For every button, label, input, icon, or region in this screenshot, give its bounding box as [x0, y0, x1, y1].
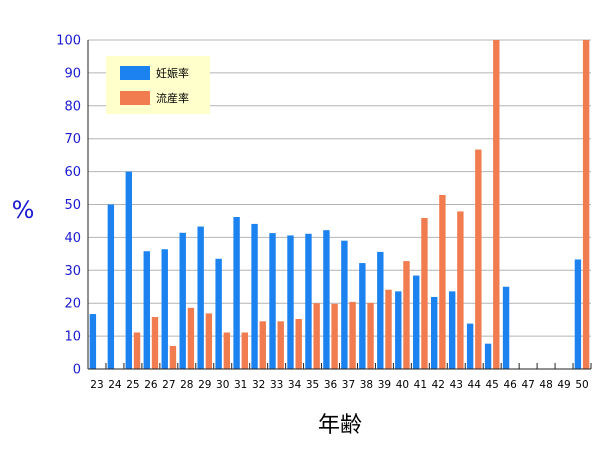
bar-miscarriage-rate-30 — [223, 332, 231, 369]
bar-pregnancy-rate-25 — [125, 171, 133, 369]
bar-miscarriage-rate-26 — [151, 317, 159, 369]
x-tick-label: 29 — [198, 379, 211, 391]
y-tick-labels: 0 10 20 30 40 50 60 70 80 90 100 — [56, 34, 81, 378]
x-tick-label: 26 — [144, 379, 158, 391]
x-tick-label: 40 — [396, 379, 409, 391]
y-tick-label: 100 — [56, 34, 81, 49]
x-tick-label: 35 — [306, 379, 319, 391]
y-tick-label: 90 — [64, 66, 81, 81]
bars — [89, 40, 590, 369]
x-tick-label: 28 — [180, 379, 193, 391]
bar-pregnancy-rate-39 — [377, 251, 384, 369]
bar-pregnancy-rate-42 — [431, 296, 438, 369]
y-tick-label: 0 — [73, 363, 81, 378]
x-tick-label: 41 — [414, 379, 427, 391]
x-tick-label: 33 — [270, 379, 283, 391]
bar-pregnancy-rate-35 — [305, 233, 312, 369]
x-tick-label: 48 — [539, 379, 552, 391]
legend-label-pregnancy-rate: 妊娠率 — [156, 66, 189, 80]
x-tick-label: 49 — [557, 379, 570, 391]
x-tick-label: 30 — [216, 379, 229, 391]
bar-miscarriage-rate-50 — [582, 40, 590, 369]
y-tick-label: 80 — [64, 99, 81, 114]
x-tick-label: 46 — [503, 379, 517, 391]
y-tick-label: 60 — [64, 165, 81, 180]
legend-swatch-pregnancy-rate — [120, 66, 150, 80]
bar-pregnancy-rate-23 — [89, 314, 97, 369]
bar-pregnancy-rate-31 — [233, 217, 240, 369]
bar-miscarriage-rate-36 — [331, 303, 338, 369]
bar-pregnancy-rate-45 — [484, 343, 492, 369]
axes — [87, 40, 592, 370]
bar-pregnancy-rate-28 — [179, 232, 186, 369]
legend-box — [106, 56, 210, 114]
legend-swatch-miscarriage-rate — [120, 91, 150, 105]
y-tick-label: 50 — [64, 198, 81, 213]
y-tick-label: 20 — [64, 297, 81, 312]
bar-miscarriage-rate-34 — [295, 318, 302, 369]
bar-pregnancy-rate-24 — [107, 204, 115, 369]
y-tick-label: 70 — [64, 132, 81, 147]
x-tick-label: 44 — [468, 379, 482, 391]
x-tick-label: 39 — [378, 379, 391, 391]
bar-pregnancy-rate-37 — [341, 240, 348, 369]
bar-pregnancy-rate-30 — [215, 258, 222, 369]
bar-miscarriage-rate-32 — [259, 321, 266, 369]
x-tick-label: 47 — [521, 379, 534, 391]
x-tick-label: 23 — [90, 379, 103, 391]
x-tick-label: 32 — [252, 379, 265, 391]
bar-pregnancy-rate-50 — [574, 259, 582, 369]
bar-miscarriage-rate-43 — [457, 211, 464, 369]
bar-pregnancy-rate-44 — [466, 323, 474, 369]
x-tick-label: 38 — [360, 379, 373, 391]
bar-miscarriage-rate-39 — [385, 289, 392, 369]
x-tick-label: 37 — [342, 379, 355, 391]
y-tick-label: 30 — [64, 264, 81, 279]
bar-pregnancy-rate-34 — [287, 235, 294, 369]
legend: 妊娠率 流産率 — [106, 56, 210, 114]
bar-pregnancy-rate-33 — [269, 233, 276, 369]
x-tick-label: 31 — [234, 379, 247, 391]
bar-miscarriage-rate-28 — [187, 307, 195, 369]
x-tick-label: 34 — [288, 379, 302, 391]
x-tick-label: 36 — [324, 379, 338, 391]
bar-pregnancy-rate-43 — [448, 291, 456, 369]
y-axis-label: % — [12, 196, 35, 224]
bar-pregnancy-rate-36 — [323, 230, 330, 369]
bar-miscarriage-rate-37 — [349, 301, 356, 369]
bar-pregnancy-rate-32 — [251, 223, 258, 369]
bar-miscarriage-rate-31 — [241, 332, 248, 369]
x-tick-label: 25 — [126, 379, 139, 391]
bar-miscarriage-rate-45 — [493, 40, 500, 369]
y-tick-label: 10 — [64, 330, 81, 345]
bar-miscarriage-rate-41 — [421, 217, 428, 369]
bar-miscarriage-rate-40 — [403, 261, 410, 369]
bar-pregnancy-rate-29 — [197, 226, 204, 369]
bar-pregnancy-rate-38 — [359, 263, 366, 369]
x-axis-label: 年齢 — [318, 413, 362, 438]
x-tick-label: 45 — [486, 379, 499, 391]
x-tick-label: 27 — [162, 379, 175, 391]
bar-pregnancy-rate-40 — [395, 291, 402, 369]
bar-pregnancy-rate-26 — [143, 251, 150, 369]
bar-miscarriage-rate-35 — [313, 303, 320, 369]
bar-miscarriage-rate-44 — [475, 149, 482, 369]
bar-miscarriage-rate-29 — [205, 313, 213, 369]
x-tick-labels: 23 24 25 26 27 28 29 30 31 32 33 34 35 36 37 38 39 40 41 42… — [90, 379, 588, 391]
x-tick-label: 42 — [432, 379, 445, 391]
bar-miscarriage-rate-25 — [133, 332, 141, 369]
bar-pregnancy-rate-46 — [502, 286, 510, 369]
legend-label-miscarriage-rate: 流産率 — [156, 91, 189, 105]
bar-miscarriage-rate-38 — [367, 302, 374, 369]
bar-pregnancy-rate-27 — [161, 249, 168, 369]
x-tick-label: 24 — [108, 379, 122, 391]
bar-miscarriage-rate-42 — [439, 194, 446, 369]
x-tick-label: 50 — [575, 379, 588, 391]
bar-miscarriage-rate-33 — [277, 321, 284, 369]
bar-miscarriage-rate-27 — [169, 345, 177, 369]
x-tick-label: 43 — [450, 379, 463, 391]
bar-pregnancy-rate-41 — [413, 275, 420, 369]
y-tick-label: 40 — [64, 231, 81, 246]
